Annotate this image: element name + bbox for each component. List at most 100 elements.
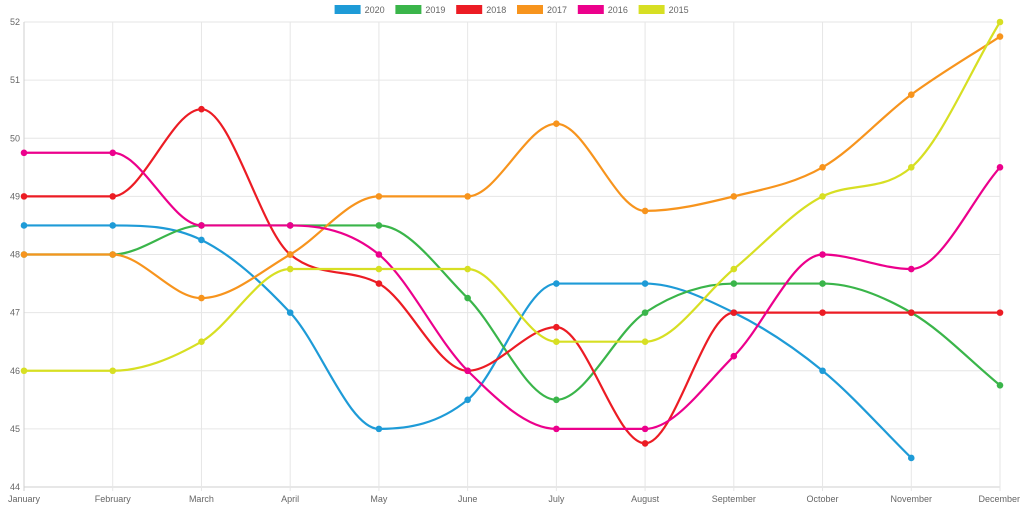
data-point-2015[interactable]	[907, 164, 915, 171]
data-point-2019[interactable]	[375, 222, 383, 229]
x-tick-label: January	[8, 494, 41, 504]
data-point-2015[interactable]	[464, 265, 471, 273]
data-point-2017[interactable]	[996, 33, 1004, 40]
data-point-2017[interactable]	[907, 91, 915, 98]
x-tick-label: February	[95, 494, 132, 504]
data-point-2017[interactable]	[109, 251, 117, 258]
data-point-2019[interactable]	[641, 309, 649, 316]
data-point-2015[interactable]	[109, 367, 117, 375]
data-point-2017[interactable]	[730, 193, 738, 200]
data-point-2015[interactable]	[198, 338, 205, 345]
data-point-2015[interactable]	[20, 367, 28, 375]
grid	[23, 21, 1001, 491]
y-tick-label: 47	[10, 308, 20, 318]
data-point-2017[interactable]	[375, 193, 383, 200]
data-point-2018[interactable]	[819, 309, 826, 316]
data-point-2015[interactable]	[819, 193, 826, 200]
data-point-2017[interactable]	[464, 193, 471, 200]
data-point-2018[interactable]	[109, 193, 117, 200]
data-point-2015[interactable]	[286, 265, 294, 273]
x-tick-label: September	[712, 494, 756, 504]
legend-label: 2016	[608, 5, 628, 15]
legend-item-2016[interactable]: 2016	[577, 5, 628, 15]
data-point-2016[interactable]	[109, 149, 117, 157]
data-point-2015[interactable]	[996, 18, 1004, 26]
x-tick-label: March	[189, 494, 214, 504]
data-point-2020[interactable]	[553, 280, 560, 287]
legend-label: 2017	[547, 5, 567, 15]
data-point-2016[interactable]	[198, 222, 205, 229]
data-point-2018[interactable]	[996, 309, 1004, 316]
legend-label: 2019	[425, 5, 445, 15]
data-point-2018[interactable]	[553, 323, 560, 331]
legend-item-2020[interactable]: 2020	[334, 5, 385, 15]
series-points	[20, 18, 1004, 462]
data-point-2018[interactable]	[730, 309, 738, 316]
data-point-2020[interactable]	[641, 280, 649, 287]
data-point-2015[interactable]	[375, 265, 383, 273]
data-point-2017[interactable]	[553, 120, 560, 128]
data-point-2018[interactable]	[20, 193, 28, 200]
series-line-2016	[22, 151, 1002, 430]
data-point-2020[interactable]	[109, 222, 117, 229]
data-point-2017[interactable]	[286, 251, 294, 258]
data-point-2019[interactable]	[553, 396, 560, 404]
data-point-2016[interactable]	[641, 425, 649, 433]
legend[interactable]: 2020 2019 2018 2017 2016 2015	[334, 5, 689, 15]
data-point-2016[interactable]	[907, 265, 915, 273]
data-point-2016[interactable]	[286, 222, 294, 229]
data-point-2020[interactable]	[20, 222, 28, 229]
data-point-2020[interactable]	[286, 309, 294, 316]
y-tick-label: 48	[10, 250, 20, 260]
data-point-2020[interactable]	[375, 425, 383, 433]
data-point-2020[interactable]	[198, 236, 205, 244]
legend-item-2019[interactable]: 2019	[395, 5, 445, 15]
data-point-2016[interactable]	[819, 251, 826, 258]
data-point-2020[interactable]	[819, 367, 826, 375]
y-tick-label: 46	[10, 366, 20, 376]
y-tick-label: 45	[10, 424, 20, 434]
data-point-2018[interactable]	[375, 280, 383, 287]
legend-label: 2018	[486, 5, 506, 15]
data-point-2015[interactable]	[553, 338, 560, 345]
legend-swatch	[456, 5, 483, 14]
data-point-2016[interactable]	[996, 164, 1004, 171]
data-point-2017[interactable]	[819, 164, 826, 171]
legend-swatch	[638, 5, 665, 14]
data-point-2017[interactable]	[641, 207, 649, 215]
data-point-2018[interactable]	[198, 105, 205, 113]
legend-item-2017[interactable]: 2017	[517, 5, 567, 15]
x-tick-label: November	[891, 494, 933, 504]
data-point-2019[interactable]	[730, 280, 738, 287]
legend-item-2018[interactable]: 2018	[456, 5, 506, 15]
data-point-2016[interactable]	[730, 352, 738, 360]
data-point-2017[interactable]	[198, 294, 205, 302]
data-point-2018[interactable]	[907, 309, 915, 316]
legend-label: 2020	[365, 5, 385, 15]
data-point-2016[interactable]	[553, 425, 560, 433]
x-tick-label: July	[548, 494, 565, 504]
legend-item-2015[interactable]: 2015	[638, 5, 689, 15]
data-point-2015[interactable]	[730, 265, 738, 273]
data-point-2017[interactable]	[20, 251, 28, 258]
data-point-2016[interactable]	[464, 367, 471, 375]
data-point-2020[interactable]	[464, 396, 471, 404]
x-tick-label: May	[370, 494, 388, 504]
data-point-2016[interactable]	[20, 149, 28, 157]
legend-swatch	[395, 5, 422, 14]
data-point-2019[interactable]	[996, 381, 1004, 389]
legend-swatch	[517, 5, 543, 14]
y-axis-ticks: 44 45 46 47 48 49 50 51 52	[10, 17, 20, 492]
x-tick-label: August	[631, 494, 660, 504]
data-point-2018[interactable]	[641, 440, 649, 447]
y-tick-label: 44	[10, 482, 20, 492]
y-tick-label: 51	[10, 75, 20, 85]
data-point-2015[interactable]	[641, 338, 649, 345]
data-point-2020[interactable]	[907, 454, 915, 462]
data-point-2016[interactable]	[375, 251, 383, 258]
x-tick-label: December	[978, 494, 1020, 504]
data-point-2019[interactable]	[464, 294, 471, 302]
data-point-2019[interactable]	[819, 280, 826, 287]
